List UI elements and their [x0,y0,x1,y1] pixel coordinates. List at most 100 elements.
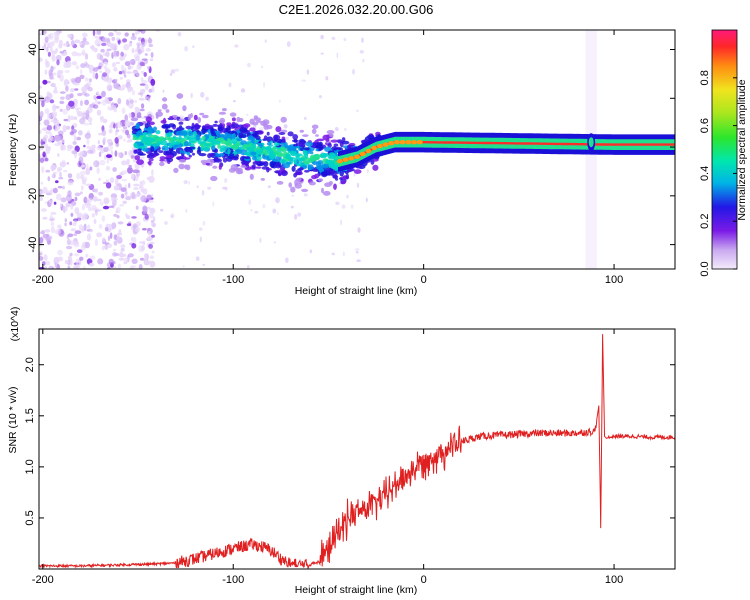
heatmap-signal-cell [185,125,193,130]
heatmap-noise-cell [139,83,146,86]
heatmap-noise-cell [59,74,64,82]
heatmap-signal-cell [192,152,195,156]
heatmap-signal-cell [339,170,344,177]
heatmap-noise-cell [39,256,44,261]
heatmap-speckle [240,88,246,93]
heatmap-noise-cell [151,169,154,177]
heatmap-noise-cell [149,58,154,62]
heatmap-speckle [188,181,190,185]
heatmap-signal-cell [333,183,337,190]
heatmap-speckle [318,95,322,99]
heatmap-noise-cell [76,212,83,218]
heatmap-signal-cell [259,148,263,153]
heatmap-signal-cell [134,155,141,161]
heatmap-noise-cell [44,58,48,65]
heatmap-signal-cell [188,130,194,137]
heatmap-speckle [190,92,193,99]
heatmap-noise-cell [77,160,82,168]
heatmap-noise-cell [63,79,69,85]
heatmap-speckle [362,58,365,63]
heatmap-band-bead [336,159,343,164]
heatmap-signal-cell [296,163,302,167]
heatmap-disturbance-core [588,137,594,148]
heatmap-signal-cell [183,146,192,153]
heatmap-noise-cell [43,254,48,261]
heatmap-signal-cell [150,146,155,153]
heatmap-signal-cell [219,117,226,124]
heatmap-noise-cell [79,74,85,80]
heatmap-noise-cell [74,39,81,44]
heatmap-noise-cell [124,61,131,67]
heatmap-noise-cell [94,238,98,247]
heatmap-noise-cell [125,196,132,201]
spectrogram-y-tick-label: 20 [27,92,39,104]
heatmap-signal-cell [367,134,375,140]
heatmap-band-bead [411,140,418,145]
heatmap-signal-cell [229,112,237,117]
heatmap-noise-cell [84,241,90,249]
heatmap-noise-cell [51,174,55,179]
heatmap-signal-cell [298,157,306,162]
heatmap-speckle [277,212,279,215]
heatmap-noise-cell [106,158,110,164]
heatmap-noise-cell [122,71,126,75]
heatmap-noise-cell [79,151,85,156]
heatmap-signal-cell [275,126,282,133]
heatmap-noise-cell [90,45,95,50]
heatmap-noise-cell [92,104,99,109]
heatmap-noise-cell [81,114,86,117]
heatmap-signal-cell [283,142,288,149]
heatmap-signal-cell [256,146,261,150]
heatmap-noise-cell [143,72,147,77]
heatmap-signal-cell [334,166,339,171]
heatmap-signal-cell [146,131,153,134]
heatmap-speckle [285,136,289,140]
heatmap-speckle [222,186,227,190]
heatmap-signal-cell [321,187,324,194]
heatmap-speckle [309,249,312,254]
heatmap-noise-cell [138,264,143,269]
heatmap-signal-cell [173,167,179,173]
heatmap-signal-cell [143,131,147,137]
heatmap-noise-cell [57,153,60,157]
heatmap-signal-cell [237,124,244,128]
heatmap-signal-cell [138,153,146,156]
heatmap-speckle [192,45,195,48]
heatmap-signal-cell [329,162,336,168]
heatmap-noise-cell [83,42,90,45]
heatmap-noise-cell [142,258,145,262]
heatmap-noise-cell [100,117,103,123]
heatmap-noise-cell [41,166,45,174]
heatmap-noise-cell [71,51,78,57]
heatmap-noise-cell [105,223,112,229]
heatmap-speckle [201,189,205,196]
heatmap-signal-cell [266,141,272,146]
heatmap-signal-cell [298,167,304,171]
heatmap-signal-cell [231,117,236,122]
heatmap-speckle [152,216,156,222]
heatmap-noise-cell [140,195,147,203]
colorbar: 0.0 0.2 0.4 0.6 0.8 Normalized spectral ampl… [699,29,748,277]
heatmap-signal-cell [249,127,256,132]
heatmap-signal-cell [266,131,270,136]
figure-title: C2E1.2026.032.20.00.G06 [279,2,434,17]
heatmap-signal-cell [278,132,286,135]
heatmap-noise-cell [131,173,135,180]
heatmap-noise-cell [126,223,132,227]
heatmap-noise-cell [87,116,93,123]
heatmap-signal-cell [168,123,176,128]
heatmap-noise-cell [95,198,102,202]
heatmap-noise-cell [68,100,75,107]
heatmap-noise-cell [126,71,132,74]
heatmap-noise-cell [115,31,122,36]
heatmap-noise-cell [104,154,107,161]
heatmap-signal-cell [216,124,223,128]
heatmap-noise-cell [140,77,144,82]
heatmap-speckle [146,206,151,210]
heatmap-signal-cell [247,146,254,153]
heatmap-noise-cell [70,228,77,232]
heatmap-signal-cell [293,159,297,165]
heatmap-noise-cell [147,98,151,102]
snr-x-tick-label: -200 [32,574,54,586]
